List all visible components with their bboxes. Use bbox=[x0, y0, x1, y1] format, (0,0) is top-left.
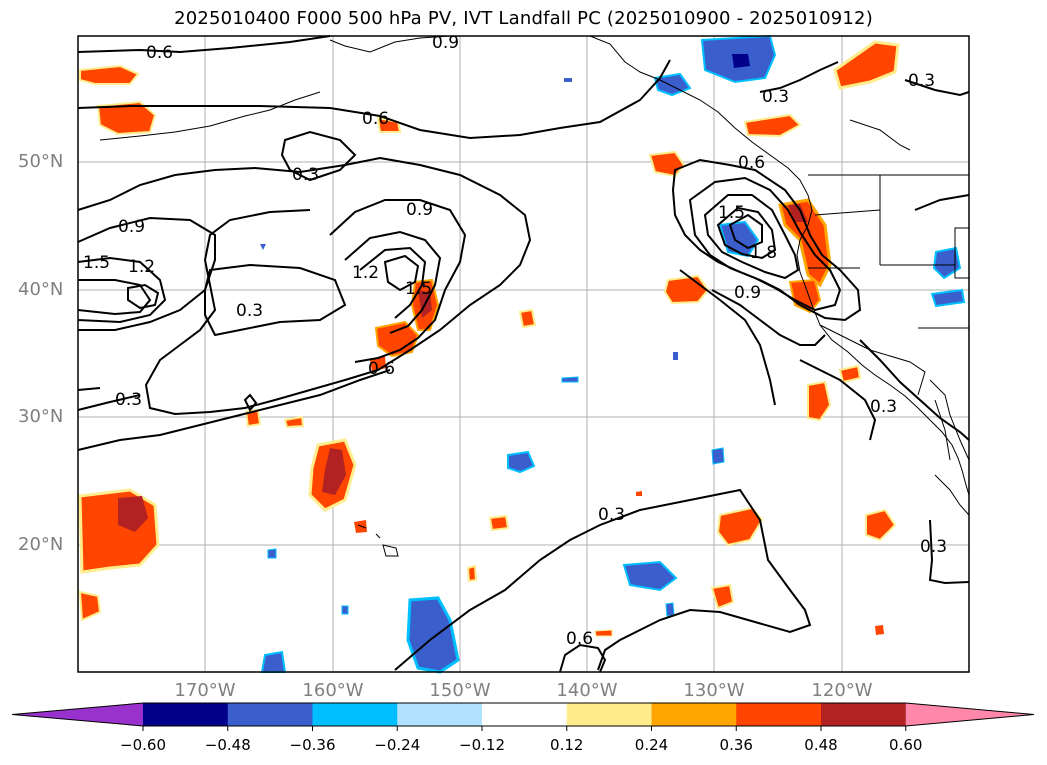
lon-label: 140°W bbox=[556, 680, 618, 701]
colorbar-tick-label: 0.36 bbox=[719, 736, 753, 754]
contour-label: 1.2 bbox=[128, 257, 155, 277]
lon-label: 130°W bbox=[683, 680, 745, 701]
colorbar-extend-low bbox=[12, 703, 143, 726]
colorbar-segment bbox=[566, 703, 652, 726]
colorbar-segment bbox=[227, 703, 313, 726]
lat-label: 50°N bbox=[18, 151, 64, 172]
contour-label: 0.9 bbox=[734, 283, 761, 303]
colorbar-segment bbox=[482, 703, 568, 726]
contour-label: 0.3 bbox=[598, 505, 625, 525]
colorbar-extend-high bbox=[905, 703, 1034, 726]
contour-label: 0.6 bbox=[146, 43, 173, 63]
contour-label: 0.6 bbox=[738, 153, 765, 173]
lon-label: 150°W bbox=[429, 680, 491, 701]
contour-label: 0.6 bbox=[368, 359, 395, 379]
colorbar-segment bbox=[143, 703, 229, 726]
contour-labels: 0.6 0.9 0.6 0.3 0.9 0.9 1.5 1.2 0.3 1.2 … bbox=[83, 33, 947, 649]
colorbar-tick-label: −0.12 bbox=[459, 736, 505, 754]
colorbar-tick-label: −0.36 bbox=[289, 736, 336, 754]
map-frame bbox=[77, 35, 970, 673]
contour-label: 0.3 bbox=[920, 537, 947, 557]
colorbar-tick-label: 0.24 bbox=[634, 736, 669, 754]
lon-label: 170°W bbox=[174, 680, 236, 701]
contour-label: 1.2 bbox=[352, 263, 379, 283]
contour-label: 0.3 bbox=[292, 165, 319, 185]
contour-label: 0.9 bbox=[432, 33, 459, 53]
contour-label: 0.3 bbox=[870, 397, 897, 417]
colorbar-tick-label: 0.60 bbox=[889, 736, 923, 754]
contour-label: 1.8 bbox=[750, 243, 777, 263]
colorbar-tick-label: −0.60 bbox=[120, 736, 166, 754]
contour-label: 1.5 bbox=[718, 203, 745, 223]
contour-label: 0.6 bbox=[566, 629, 593, 649]
lat-label: 20°N bbox=[18, 534, 64, 555]
colorbar-tick-label: 0.12 bbox=[550, 736, 584, 754]
contour-label: 0.6 bbox=[362, 109, 389, 129]
lat-label: 30°N bbox=[18, 406, 64, 427]
lon-label: 120°W bbox=[811, 680, 873, 701]
contour-label: 1.5 bbox=[83, 253, 110, 273]
pv-contours bbox=[77, 35, 970, 673]
colorbar-segment bbox=[651, 703, 737, 726]
colorbar-segment bbox=[397, 703, 483, 726]
contour-label: 0.9 bbox=[118, 217, 145, 237]
lon-label: 160°W bbox=[302, 680, 364, 701]
graticule bbox=[78, 36, 969, 672]
contour-label: 0.9 bbox=[406, 200, 433, 220]
contour-label: 0.3 bbox=[236, 301, 263, 321]
colorbar-segment bbox=[736, 703, 822, 726]
colorbar-tick-label: 0.48 bbox=[804, 736, 838, 754]
contour-label: 0.3 bbox=[908, 71, 935, 91]
contour-label: 0.3 bbox=[115, 390, 142, 410]
lat-label: 40°N bbox=[18, 279, 64, 300]
contour-label: 1.5 bbox=[405, 279, 432, 299]
colorbar-segment bbox=[821, 703, 907, 726]
colorbar-tick-label: −0.24 bbox=[374, 736, 421, 754]
map-title: 2025010400 F000 500 hPa PV, IVT Landfall… bbox=[174, 8, 873, 29]
colorbar-segment bbox=[312, 703, 398, 726]
contour-label: 0.3 bbox=[762, 87, 789, 107]
colorbar-tick-label: −0.48 bbox=[204, 736, 251, 754]
map-background bbox=[78, 36, 969, 672]
